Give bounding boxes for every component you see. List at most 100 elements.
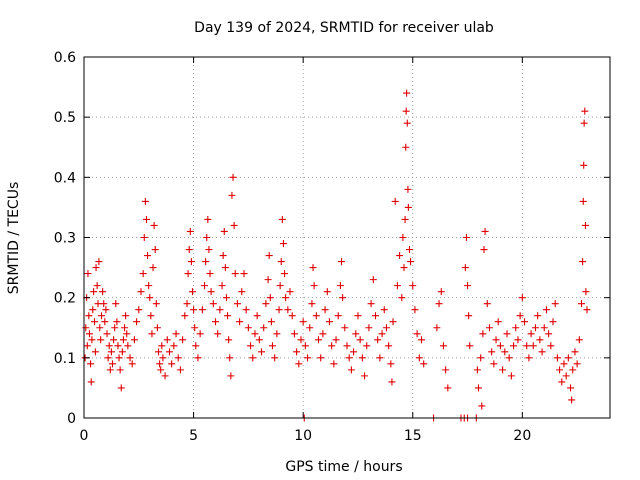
data-point xyxy=(380,306,388,314)
data-point xyxy=(249,354,257,362)
data-point xyxy=(503,330,511,338)
data-point xyxy=(244,324,252,332)
data-point xyxy=(382,324,390,332)
data-point xyxy=(225,336,233,344)
data-point xyxy=(277,258,285,266)
data-point xyxy=(439,342,447,350)
data-point xyxy=(126,354,134,362)
data-point xyxy=(242,306,250,314)
data-point xyxy=(191,324,199,332)
data-point xyxy=(413,330,421,338)
data-point xyxy=(103,330,111,338)
data-point xyxy=(580,119,588,127)
data-point xyxy=(404,203,412,211)
data-point xyxy=(385,342,393,350)
data-point xyxy=(163,336,171,344)
x-tick-label: 10 xyxy=(294,428,312,444)
data-point xyxy=(527,330,535,338)
data-point xyxy=(139,270,147,278)
data-point xyxy=(435,300,443,308)
data-point xyxy=(264,276,272,284)
y-tick-label: 0.1 xyxy=(54,351,76,367)
data-point xyxy=(308,300,316,308)
data-point xyxy=(389,318,397,326)
data-point xyxy=(216,306,224,314)
data-point xyxy=(82,324,90,332)
y-tick-label: 0.4 xyxy=(54,170,76,186)
data-point xyxy=(580,161,588,169)
data-point xyxy=(150,221,158,229)
data-point xyxy=(420,360,428,368)
data-point xyxy=(219,252,227,260)
data-point xyxy=(146,294,154,302)
data-point xyxy=(312,312,320,320)
data-point xyxy=(328,342,336,350)
data-point xyxy=(403,89,411,97)
data-point xyxy=(116,366,124,374)
data-point xyxy=(133,318,141,326)
y-tick-label: 0 xyxy=(67,411,76,427)
data-point xyxy=(152,300,160,308)
data-point xyxy=(153,324,161,332)
data-point xyxy=(159,354,167,362)
data-point xyxy=(196,330,204,338)
data-point xyxy=(107,348,115,356)
data-point xyxy=(567,384,575,392)
data-point xyxy=(95,258,103,266)
data-point xyxy=(553,354,561,362)
data-point xyxy=(494,318,502,326)
data-point xyxy=(230,221,238,229)
data-point xyxy=(338,258,346,266)
data-point xyxy=(106,366,114,374)
data-point xyxy=(100,300,108,308)
data-point xyxy=(361,372,369,380)
data-point xyxy=(91,348,99,356)
data-point xyxy=(531,324,539,332)
data-point xyxy=(85,330,93,338)
data-point xyxy=(157,366,165,374)
data-point xyxy=(176,366,184,374)
data-point xyxy=(181,312,189,320)
data-point xyxy=(376,354,384,362)
data-point xyxy=(358,354,366,362)
data-point xyxy=(510,342,518,350)
data-point xyxy=(282,294,290,302)
data-point xyxy=(158,342,166,350)
data-point xyxy=(388,378,396,386)
data-point xyxy=(184,270,192,278)
data-point xyxy=(501,348,509,356)
data-point xyxy=(114,342,122,350)
data-point xyxy=(156,360,164,368)
data-point xyxy=(415,354,423,362)
data-point xyxy=(255,336,263,344)
data-point xyxy=(89,306,97,314)
data-point xyxy=(444,384,452,392)
data-point xyxy=(149,264,157,272)
data-point xyxy=(265,252,273,260)
data-point xyxy=(409,282,417,290)
data-point xyxy=(161,372,169,380)
data-point xyxy=(293,348,301,356)
data-point xyxy=(135,306,143,314)
data-point xyxy=(547,342,555,350)
data-point xyxy=(579,197,587,205)
data-point xyxy=(137,288,145,296)
data-point xyxy=(398,294,406,302)
data-point xyxy=(108,360,116,368)
data-point xyxy=(461,264,469,272)
data-point xyxy=(518,294,526,302)
data-point xyxy=(523,342,531,350)
data-point xyxy=(403,119,411,127)
data-point xyxy=(310,282,318,290)
data-point xyxy=(96,324,104,332)
data-point xyxy=(207,288,215,296)
data-point xyxy=(575,336,583,344)
data-point xyxy=(279,240,287,248)
data-point xyxy=(172,330,180,338)
data-point xyxy=(571,348,579,356)
data-point xyxy=(339,294,347,302)
data-point xyxy=(405,246,413,254)
data-point xyxy=(505,354,513,362)
data-point xyxy=(220,227,228,235)
data-point xyxy=(238,288,246,296)
